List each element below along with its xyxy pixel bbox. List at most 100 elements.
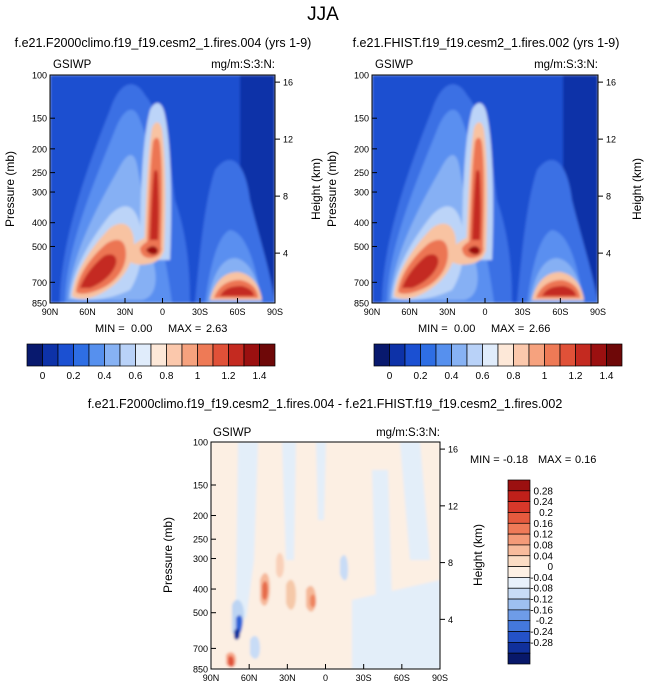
panel-a-x-tick-label: 90S [267,307,283,317]
panel-b-x-tick-label: 90N [364,307,381,317]
panel-c-x-tick-label: 30N [279,673,296,683]
panel-c-stats: MIN = -0.18 MAX = 0.16 [470,454,596,466]
panel-b-y2-tick-label: 4 [606,249,611,259]
panel-a-colorbar-label: 0 [40,371,46,382]
panel-a-colorbar-swatch [150,343,167,367]
panel-c-colorbar-label: 0.24 [534,497,554,508]
panel-a-colorbar-swatch [228,343,245,367]
panel-a-colorbar-swatch [259,343,276,367]
panel-b-colorbar-label: 0.4 [445,371,459,382]
panel-a-colorbar-swatch [73,343,90,367]
panel-b-y-tick-label: 250 [354,168,369,178]
panel-c: f.e21.F2000climo.f19_f19.cesm2_1.fires.0… [88,397,597,683]
panel-b-y-tick-label: 300 [354,188,369,198]
panel-b-ylabel-right: Height (km) [630,158,644,220]
panel-c-colorbar-swatch [507,555,531,567]
panel-a-colorbar-swatch [57,343,74,367]
panel-c-colorbar-swatch [507,479,531,492]
page-title: JJA [307,4,339,25]
panel-c-x-tick-label: 60N [241,673,258,683]
panel-c-colorbar-label: -0.16 [530,605,553,616]
panel-a-colorbar-swatch [88,343,105,367]
panel-b-x-tick-label: 0 [482,307,487,317]
panel-a-y2-tick-label: 4 [283,249,288,259]
panel-a-colorbar-label: 0.2 [67,371,81,382]
panel-a-field [50,75,275,303]
panel-c-field [211,442,440,669]
panel-b-colorbar-label: 1 [542,371,548,382]
panel-b-colorbar-swatch [482,343,499,367]
panel-c-colorbar-swatch [507,620,531,632]
panel-c-colorbar-swatch [507,544,531,557]
panel-b-y-tick-label: 200 [354,144,369,154]
panel-c-ylabel: Pressure (mb) [161,517,175,593]
panel-c-y-tick-label: 100 [193,438,208,448]
panel-c-y-tick-label: 250 [193,535,208,545]
panel-c-colorbar-label: -0.2 [536,616,554,627]
panel-c-y2-tick-label: 16 [448,445,458,455]
panel-c-colorbar-label: -0.28 [530,638,553,649]
panel-b-colorbar-swatch [544,343,561,367]
panel-c-colorbar-swatch [507,533,531,546]
panel-a-colorbar-label: 0.8 [160,371,174,382]
panel-b-y-tick-label: 150 [354,114,369,124]
panel-a-stats: MIN = 0.00 MAX = 2.63 [95,323,227,335]
panel-b-x-tick-label: 30S [515,307,531,317]
panel-a-colorbar-swatch [243,343,260,367]
panel-a-colorbar-swatch [166,343,183,367]
panel-c-y-tick-label: 400 [193,585,208,595]
panel-b-x-tick-label: 60S [552,307,568,317]
panel-b-colorbar-swatch [451,343,468,367]
panel-a-max-label: MAX = [168,323,201,335]
panel-a-left-label: GSIWP [53,59,92,71]
panel-a-y-tick-label: 400 [32,218,47,228]
panel-c-y2-tick-label: 4 [448,615,453,625]
panel-c-colorbar-label: 0.28 [534,486,554,497]
panel-b-colorbar-swatch [404,343,421,367]
panel-c-colorbar-swatch [507,642,531,654]
panel-c-min-label: MIN = [470,454,500,466]
panel-a-right-label: mg/m:S:3:N: [211,59,275,71]
panel-b-y-tick-label: 400 [354,218,369,228]
panel-b-y-tick-label: 500 [354,242,369,252]
panel-c-y2-tick-label: 8 [448,558,453,568]
panel-b-ylabel: Pressure (mb) [325,151,339,227]
panel-a-y2-tick-label: 16 [283,78,293,88]
panel-a-y2-tick-label: 12 [283,135,293,145]
panel-c-x-tick-label: 90N [203,673,220,683]
panel-b-max-value: 2.66 [529,323,550,335]
panel-a-x-tick-label: 30N [117,307,134,317]
panel-c-y-tick-label: 150 [193,481,208,491]
panel-b-left-label: GSIWP [375,59,414,71]
panel-a-ylabel-right: Height (km) [309,158,323,220]
panel-b-y2-tick-label: 12 [606,135,616,145]
panel-a-colorbar-label: 1.2 [222,371,236,382]
panel-c-colorbar-swatch [507,501,531,513]
panel-c-colorbar-label: 0.12 [534,530,554,541]
panel-c-ylabel-right: Height (km) [471,524,485,586]
panel-b-min-value: 0.00 [454,323,475,335]
panel-b: f.e21.FHIST.f19_f19.cesm2_1.fires.002 (y… [325,36,644,382]
panel-a-min-label: MIN = [95,323,125,335]
panel-c-colorbar-swatch [507,587,531,600]
panel-b-y-tick-label: 850 [354,299,369,309]
panel-b-colorbar-swatch [373,343,390,367]
panel-c-colorbar-label: -0.04 [530,573,553,584]
panel-c-axes: 90N 60N 30N 0 30S 60S 90S 100 150 200 250 300 400 500… [193,438,458,684]
panel-c-y-tick-label: 850 [193,665,208,675]
panel-c-colorbar-label: -0.08 [530,584,553,595]
panel-a-colorbar: 0 0.2 0.4 0.6 0.8 1 1.2 1.4 [26,343,276,382]
panel-a-colorbar-swatch [104,343,121,367]
panel-c-y-tick-label: 500 [193,608,208,618]
panel-c-colorbar-swatch [507,566,531,578]
panel-b-colorbar-label: 1.4 [600,371,614,382]
panel-b-colorbar-swatch [389,343,406,367]
panel-a-title: f.e21.F2000climo.f19_f19.cesm2_1.fires.0… [15,36,312,50]
panel-b-max-label: MAX = [491,323,524,335]
panel-b-title: f.e21.FHIST.f19_f19.cesm2_1.fires.002 (y… [353,36,620,50]
panel-c-colorbar-swatch [507,598,531,611]
panel-b-colorbar-swatch [513,343,530,367]
panel-c-colorbar-swatch [507,631,531,643]
panel-c-left-label: GSIWP [213,427,252,439]
